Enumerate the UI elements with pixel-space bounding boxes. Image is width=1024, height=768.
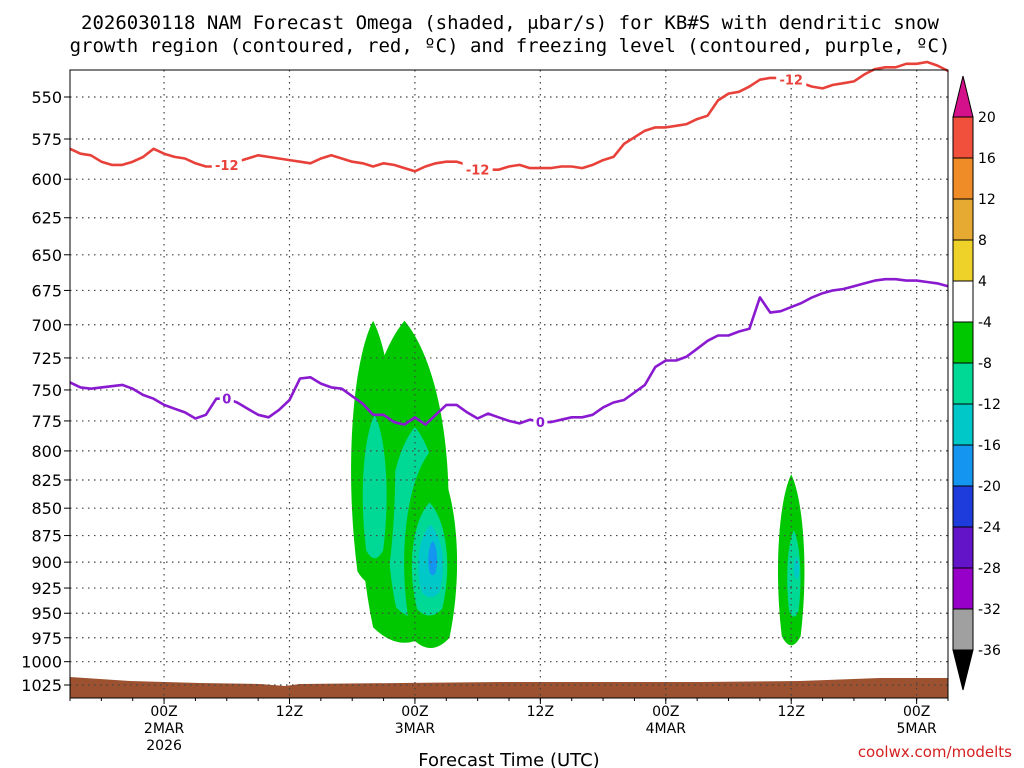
colorbar-label: -36: [978, 643, 1001, 659]
x-tick-date: 4MAR: [646, 721, 687, 737]
omega-region: [362, 414, 387, 559]
x-tick-label: 12Z: [527, 704, 554, 720]
x-axis-label: Forecast Time (UTC): [418, 750, 599, 768]
x-tick-year: 2026: [146, 738, 182, 754]
y-tick-label: 875: [31, 527, 62, 546]
colorbar-swatch: [952, 403, 974, 446]
colorbar-label: -4: [978, 315, 992, 331]
contour-label-bg: [211, 155, 242, 172]
plot-frame: [69, 69, 949, 699]
y-tick-label: 825: [31, 471, 62, 490]
colorbar-label: -16: [978, 438, 1001, 454]
colorbar-swatch: [952, 198, 974, 241]
contour-label-bg: [462, 160, 493, 177]
colorbar-top-arrow: [952, 75, 974, 118]
colorbar-swatch: [952, 116, 974, 159]
contour-lines: -12 -12 -12 0 0: [69, 60, 949, 431]
colorbar-label: 12: [978, 192, 996, 208]
colorbar-label: -12: [978, 397, 1001, 413]
colorbar-swatch: [952, 157, 974, 200]
y-tick-label: 700: [31, 316, 62, 335]
omega-region: [793, 556, 800, 579]
colorbar-swatch: [952, 485, 974, 528]
colorbar-swatch: [952, 321, 974, 364]
dgz-contour-label: -12: [779, 74, 803, 89]
y-tick-label: 750: [31, 381, 62, 400]
colorbar-swatch: [952, 362, 974, 405]
y-tick-label: 775: [31, 412, 62, 431]
x-tick-date: 5MAR: [896, 721, 937, 737]
colorbar-swatch: [952, 608, 974, 651]
colorbar-swatch: [952, 280, 974, 323]
contour-label-bg: [219, 390, 234, 407]
freezing-level-label: 0: [536, 416, 545, 431]
colorbar-label: 8: [978, 233, 987, 249]
ground-surface: [70, 677, 948, 698]
colorbar-legend: 20 16 12 8 4 -4 -8 -12 -16 -20 -24 -28 -32 -36: [952, 75, 1001, 691]
y-tick-label: 925: [31, 579, 62, 598]
x-tick-label: 12Z: [276, 704, 303, 720]
x-tick-date: 3MAR: [395, 721, 436, 737]
x-tick-label: 00Z: [401, 704, 428, 720]
colorbar-label: -32: [978, 602, 1001, 618]
colorbar-label: 4: [978, 274, 987, 290]
colorbar-label: -8: [978, 356, 992, 372]
contour-label-bg: [776, 70, 807, 87]
colorbar-label: 16: [978, 151, 996, 167]
x-tick-date: 2MAR: [144, 721, 185, 737]
y-tick-label: 675: [31, 281, 62, 300]
chart-title-line2: growth region (contoured, red, ºC) and f…: [70, 35, 951, 57]
y-axis: 550 575 600 625 650 675 700 725 750 775 800 825 850 8…: [21, 88, 70, 695]
credit-text: coolwx.com/modelts: [858, 743, 1012, 761]
colorbar-swatch: [952, 444, 974, 487]
contour-label-bg: [533, 414, 548, 431]
colorbar-swatch: [952, 239, 974, 282]
colorbar-label: -28: [978, 561, 1001, 577]
dgz-contour-label: -12: [466, 164, 490, 179]
x-tick-label: 00Z: [652, 704, 679, 720]
chart-title-line1: 2026030118 NAM Forecast Omega (shaded, μ…: [81, 12, 939, 34]
y-tick-label: 625: [31, 209, 62, 228]
omega-region: [787, 530, 801, 617]
colorbar-label: -20: [978, 479, 1001, 495]
y-tick-label: 950: [31, 604, 62, 623]
grid-lines: [70, 70, 948, 698]
colorbar-swatch: [952, 526, 974, 569]
y-tick-label: 850: [31, 499, 62, 518]
y-tick-label: 600: [31, 170, 62, 189]
colorbar-bottom-arrow: [952, 649, 974, 691]
freezing-level-label: 0: [222, 393, 231, 408]
y-tick-label: 725: [31, 349, 62, 368]
terrain-fill: [70, 677, 948, 698]
x-tick-label: 00Z: [150, 704, 177, 720]
colorbar-label: 20: [978, 110, 996, 126]
dgz-contour-label: -12: [215, 159, 239, 174]
y-tick-label: 575: [31, 130, 62, 149]
y-tick-label: 900: [31, 553, 62, 572]
y-tick-label: 975: [31, 629, 62, 648]
x-tick-label: 00Z: [903, 704, 930, 720]
omega-region: [428, 540, 438, 576]
freezing-level-line: [69, 277, 949, 426]
colorbar-swatch: [952, 567, 974, 610]
y-tick-label: 550: [31, 88, 62, 107]
omega-shading: [351, 320, 805, 648]
y-tick-label: 650: [31, 246, 62, 265]
x-tick-label: 12Z: [778, 704, 805, 720]
y-tick-label: 1000: [21, 653, 62, 672]
y-tick-label: 800: [31, 442, 62, 461]
y-tick-label: 1025: [21, 676, 62, 695]
colorbar-label: -24: [978, 520, 1001, 536]
